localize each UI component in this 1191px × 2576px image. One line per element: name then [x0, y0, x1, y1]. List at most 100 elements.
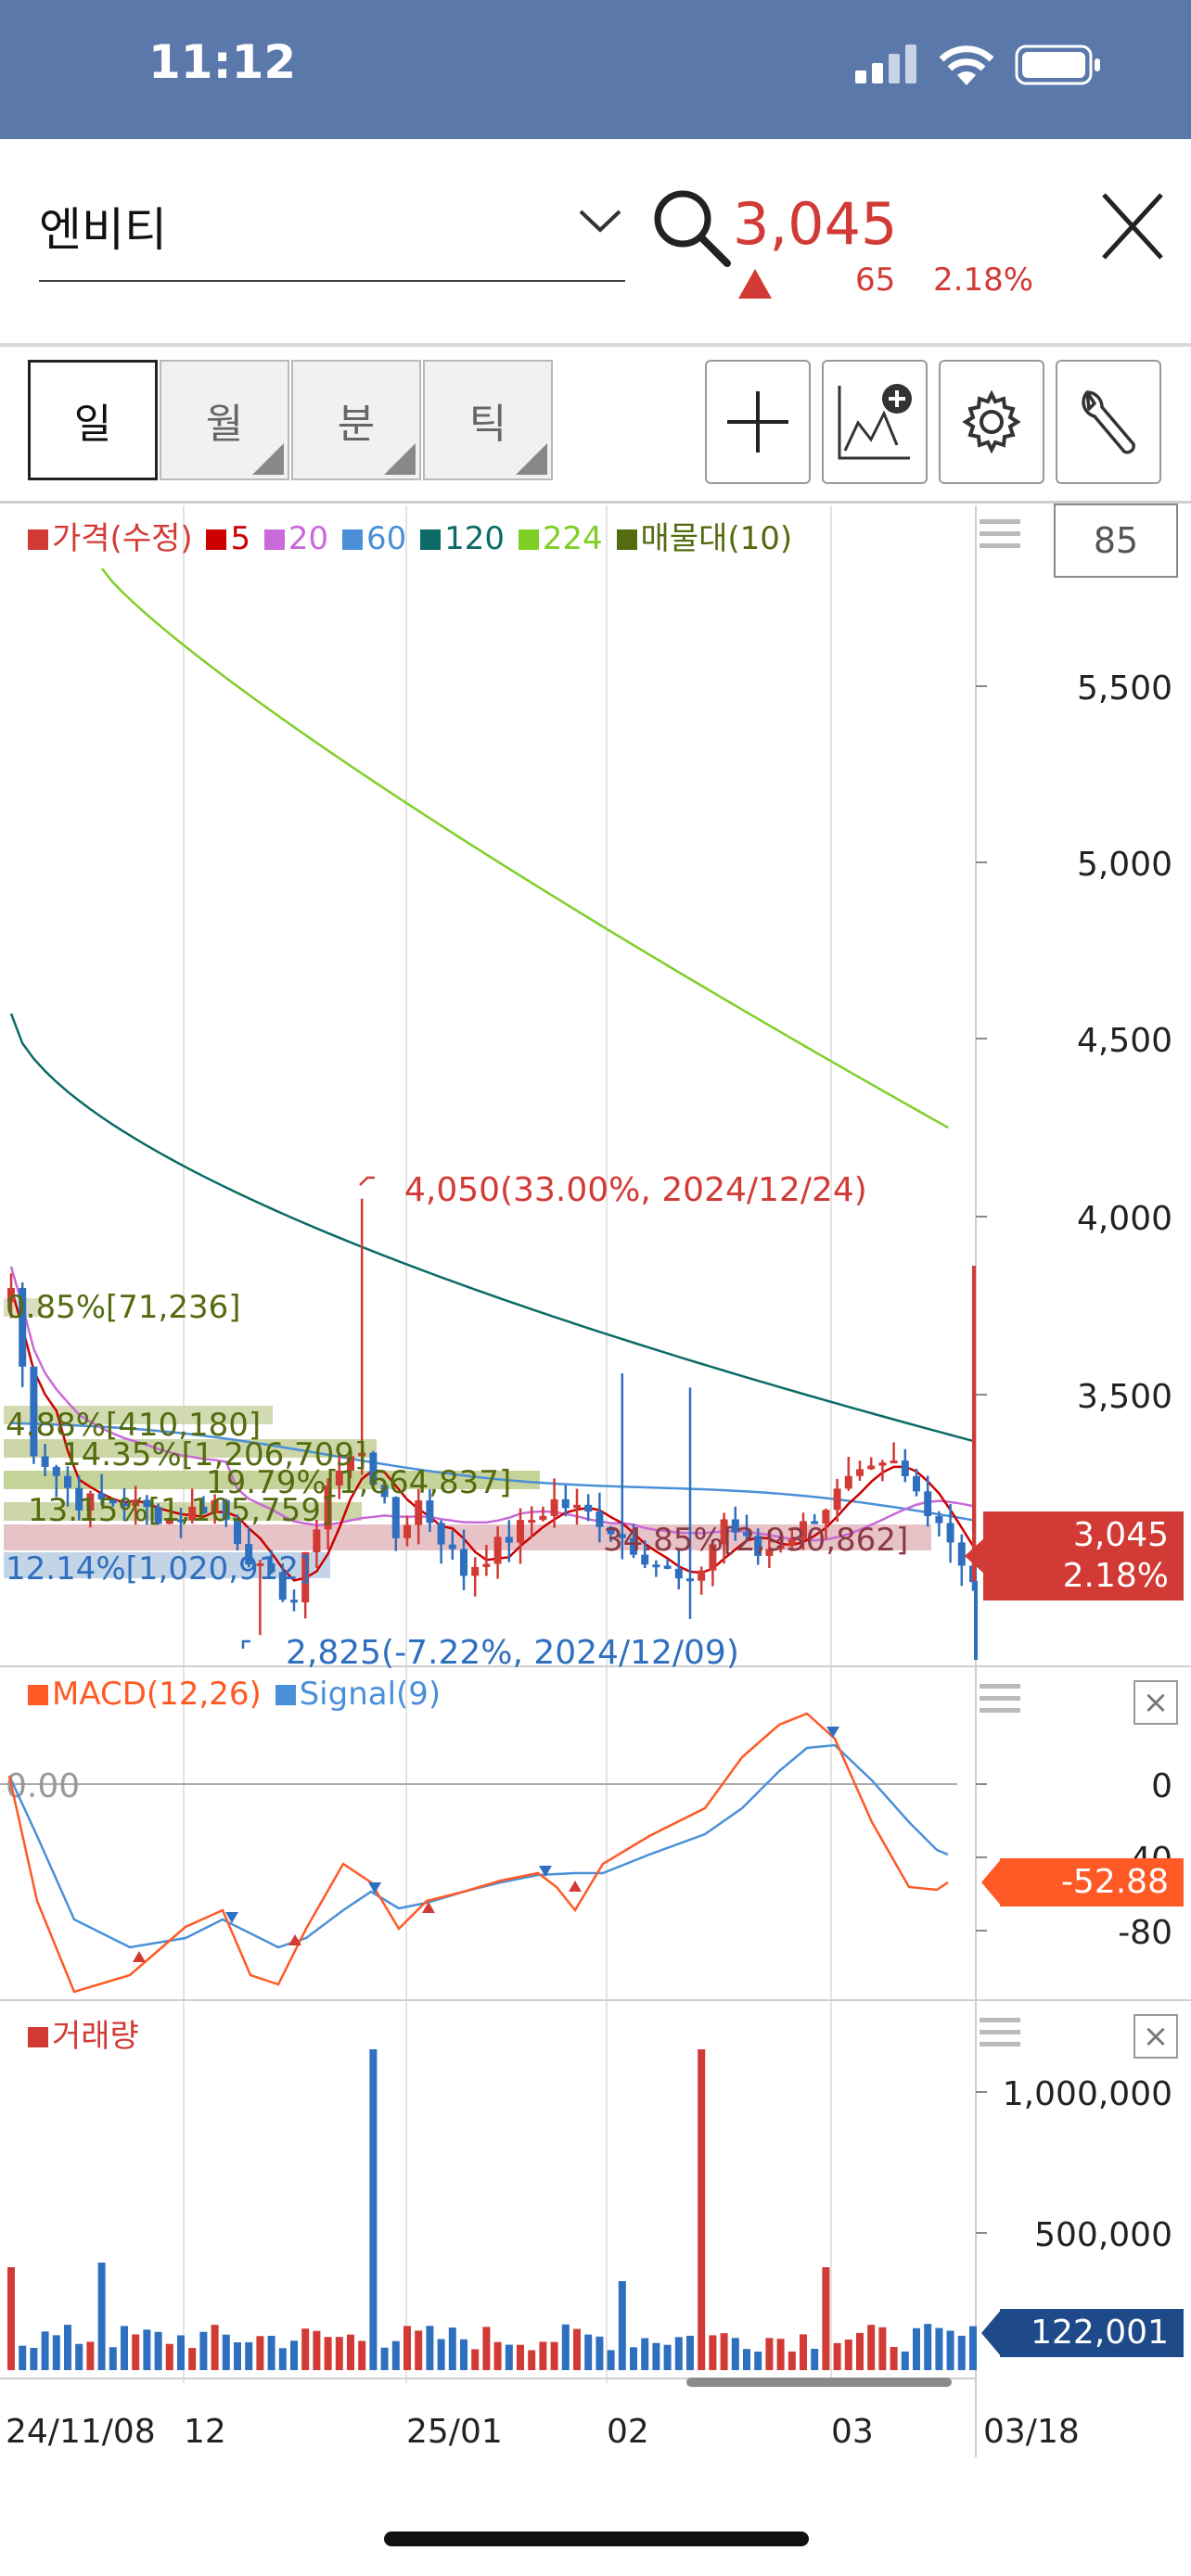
legend-label: 5 [230, 520, 251, 557]
candle-body [573, 1504, 581, 1509]
volume-bar [222, 2334, 230, 2370]
zoom-level-box[interactable]: 85 [1054, 504, 1178, 578]
volume-bar [245, 2341, 253, 2370]
crosshair-button[interactable] [705, 360, 811, 484]
macd-close-icon[interactable]: × [1133, 1680, 1178, 1725]
price-axis-label: 3,500 [1077, 1378, 1172, 1416]
candle-body [596, 1511, 604, 1527]
tools-button[interactable] [1056, 360, 1161, 484]
volume-bar [64, 2325, 71, 2370]
volume-bar [109, 2347, 117, 2370]
price-pane-menu-icon[interactable] [980, 516, 1020, 553]
volume-bar [561, 2324, 570, 2370]
volume-bar [528, 2350, 536, 2370]
candle-body [800, 1521, 807, 1539]
period-label: 월 [205, 401, 244, 448]
candle-body [550, 1498, 558, 1516]
period-month-tab[interactable]: 월 [160, 360, 289, 480]
candle-body [528, 1520, 536, 1524]
corner-indicator-icon [252, 443, 284, 475]
status-time: 11:12 [148, 35, 297, 89]
low-annotation: 2,825(-7.22%, 2024/12/09) [286, 1634, 739, 1672]
volume-bar [324, 2337, 332, 2370]
price-tag-value: 3,045 [1072, 1516, 1169, 1554]
macd-tag-pointer [981, 1858, 1002, 1906]
legend-swatch [420, 529, 442, 550]
candle-body [867, 1465, 876, 1470]
price-change-percent: 2.18% [933, 261, 1034, 299]
macd-cross-marker [225, 1912, 238, 1923]
legend-swatch [206, 529, 227, 550]
legend-swatch [28, 2027, 48, 2047]
add-indicator-button[interactable] [822, 360, 928, 484]
period-day-tab[interactable]: 일 [28, 360, 158, 480]
volume-bar [844, 2340, 852, 2370]
volume-bar [584, 2334, 593, 2370]
price-legend: 가격(수정) 5 20 60 120 224 매물대(10) [28, 513, 796, 558]
corner-indicator-icon [516, 443, 547, 475]
add-indicator-icon [838, 384, 912, 460]
legend-label: 60 [366, 520, 407, 557]
volume-bar [878, 2327, 887, 2370]
candle-body [335, 1471, 343, 1486]
crosshair-icon [727, 391, 788, 453]
legend-label: 가격(수정) [52, 520, 193, 557]
volume-bar [776, 2339, 785, 2370]
candle-body [86, 1493, 95, 1511]
legend-swatch [616, 529, 637, 550]
x-axis-end-label: 03/18 [983, 2413, 1080, 2451]
volume-bar [97, 2263, 106, 2370]
candle-body [765, 1549, 774, 1556]
volume-bar [856, 2332, 864, 2370]
volume-bar [369, 2049, 378, 2370]
volume-bar [132, 2334, 140, 2370]
candle-body [256, 1562, 264, 1566]
stock-name[interactable]: 엔비티 [39, 203, 167, 257]
volume-close-icon[interactable]: × [1133, 2014, 1178, 2059]
volume-bar [347, 2334, 354, 2370]
volume-bar [41, 2331, 49, 2370]
wifi-icon [939, 45, 994, 85]
candle-body [630, 1537, 637, 1555]
stock-chart[interactable]: 0.85%[71,236] 4.88%[410,180]14.35%[1,206,… [0, 505, 1191, 2462]
candle-body [471, 1566, 480, 1576]
chart-scrollbar[interactable] [686, 2378, 952, 2387]
volume-bar [358, 2340, 366, 2370]
candle-body [234, 1519, 241, 1545]
period-tick-tab[interactable]: 틱 [423, 360, 553, 480]
volume-profile-label: 13.15%[1,105,759] [28, 1492, 333, 1529]
candle-body [561, 1498, 570, 1509]
macd-pane-menu-icon[interactable] [980, 1680, 1020, 1717]
low-annotation-marker: 2,825(-7.22%, 2024/12/09) [241, 1634, 739, 1672]
legend-item: 20 [263, 520, 328, 557]
volume-profile-bar [4, 1471, 540, 1489]
candle-body [391, 1497, 400, 1538]
settings-button[interactable] [939, 360, 1044, 484]
close-icon[interactable] [1100, 191, 1165, 261]
macd-axis-label: 0 [1151, 1767, 1172, 1805]
gear-icon [962, 389, 1021, 454]
wrench-icon [1082, 390, 1135, 454]
volume-bar [901, 2351, 909, 2370]
candle-body [913, 1475, 920, 1492]
volume-bar [211, 2325, 219, 2370]
legend-swatch [263, 529, 285, 550]
volume-bar [380, 2347, 389, 2370]
volume-bar [641, 2338, 649, 2370]
candle-body [776, 1545, 785, 1549]
legend-swatch [342, 529, 363, 550]
candle-body [878, 1462, 887, 1466]
period-minute-tab[interactable]: 분 [291, 360, 421, 480]
chart-toolbar: 일 월 분 틱 [0, 347, 1191, 504]
volume-pane-menu-icon[interactable] [980, 2014, 1020, 2051]
volume-bar [188, 2348, 197, 2370]
candle-body [403, 1524, 411, 1538]
candle-body [924, 1491, 932, 1516]
chevron-down-icon[interactable] [577, 206, 623, 234]
legend-item: MACD(12,26) [28, 1676, 262, 1713]
search-icon[interactable] [649, 185, 733, 269]
legend-swatch [28, 529, 48, 550]
candle-body [109, 1499, 117, 1504]
volume-profile-bar [4, 1406, 273, 1424]
legend-item: Signal(9) [275, 1676, 441, 1713]
